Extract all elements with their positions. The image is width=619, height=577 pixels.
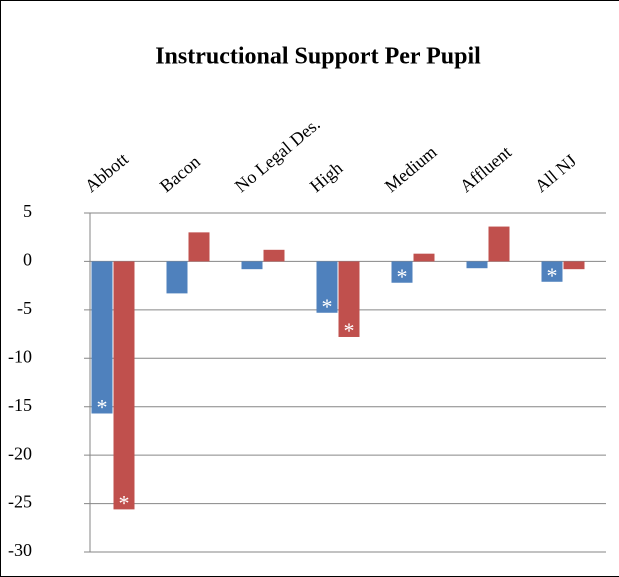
bar <box>541 261 563 282</box>
significance-note: * <box>97 395 108 420</box>
significance-note: * <box>344 318 355 343</box>
y-tick-label: -25 <box>8 492 32 512</box>
bar <box>263 249 285 262</box>
bar <box>391 261 413 283</box>
y-tick-label: -30 <box>8 540 32 560</box>
bar <box>188 232 210 262</box>
bar <box>91 261 113 414</box>
bar <box>563 261 585 270</box>
y-tick-label: -20 <box>8 443 32 463</box>
y-tick-label: 5 <box>23 201 32 221</box>
bar <box>316 261 338 313</box>
y-tick-label: -10 <box>8 346 32 366</box>
bar <box>488 226 510 262</box>
y-tick-label: -15 <box>8 395 32 415</box>
bar <box>166 261 188 294</box>
bar <box>241 261 263 270</box>
y-tick-label: -5 <box>17 298 32 318</box>
significance-note: * <box>547 263 558 288</box>
significance-note: * <box>322 294 333 319</box>
bar <box>413 253 435 262</box>
chart-title: Instructional Support Per Pupil <box>155 44 481 70</box>
bar <box>338 261 360 337</box>
y-tick-label: 0 <box>23 250 32 270</box>
significance-note: * <box>397 264 408 289</box>
bar <box>466 261 488 269</box>
bar <box>113 261 135 510</box>
significance-note: * <box>119 490 130 515</box>
